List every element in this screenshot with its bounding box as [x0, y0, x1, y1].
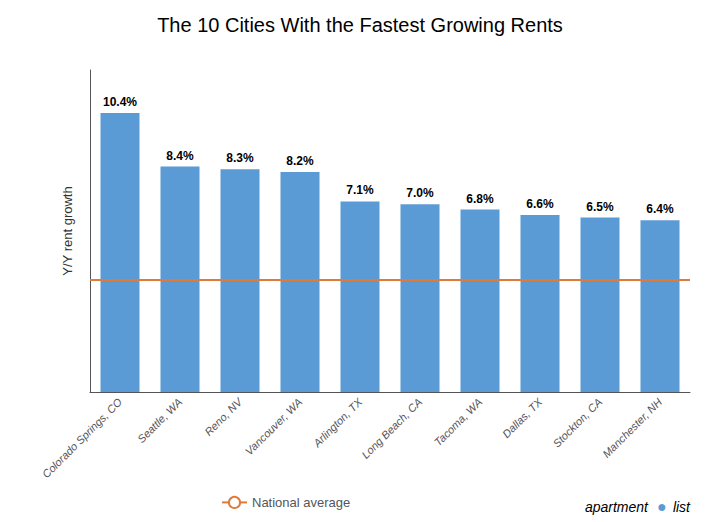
- svg-text:8.2%: 8.2%: [286, 154, 314, 168]
- svg-text:Seattle, WA: Seattle, WA: [135, 396, 184, 445]
- svg-text:●: ●: [657, 498, 667, 515]
- svg-text:6.6%: 6.6%: [526, 197, 554, 211]
- svg-text:6.4%: 6.4%: [646, 202, 674, 216]
- svg-text:Arlington, TX: Arlington, TX: [310, 395, 365, 450]
- svg-text:Vancouver, WA: Vancouver, WA: [243, 396, 305, 458]
- svg-text:8.4%: 8.4%: [166, 149, 194, 163]
- svg-text:Long Beach, CA: Long Beach, CA: [359, 396, 424, 461]
- svg-text:6.8%: 6.8%: [466, 192, 494, 206]
- svg-text:6.5%: 6.5%: [586, 200, 614, 214]
- svg-text:National average: National average: [252, 495, 350, 510]
- svg-text:Tacoma, WA: Tacoma, WA: [432, 396, 485, 449]
- svg-text:Reno, NV: Reno, NV: [202, 395, 245, 438]
- svg-text:8.3%: 8.3%: [226, 151, 254, 165]
- svg-text:Dallas, TX: Dallas, TX: [500, 395, 545, 440]
- svg-text:7.1%: 7.1%: [346, 183, 374, 197]
- svg-text:apartment: apartment: [585, 499, 649, 515]
- svg-text:The 10 Cities With the Fastest: The 10 Cities With the Fastest Growing R…: [157, 14, 563, 36]
- svg-text:Y/Y rent growth: Y/Y rent growth: [60, 186, 75, 275]
- svg-text:list: list: [673, 499, 691, 515]
- svg-text:10.4%: 10.4%: [103, 95, 137, 109]
- svg-text:Colorado Springs, CO: Colorado Springs, CO: [40, 395, 125, 480]
- svg-text:7.0%: 7.0%: [406, 186, 434, 200]
- svg-text:Stockton, CA: Stockton, CA: [550, 396, 604, 450]
- svg-text:Manchester, NH: Manchester, NH: [600, 396, 664, 460]
